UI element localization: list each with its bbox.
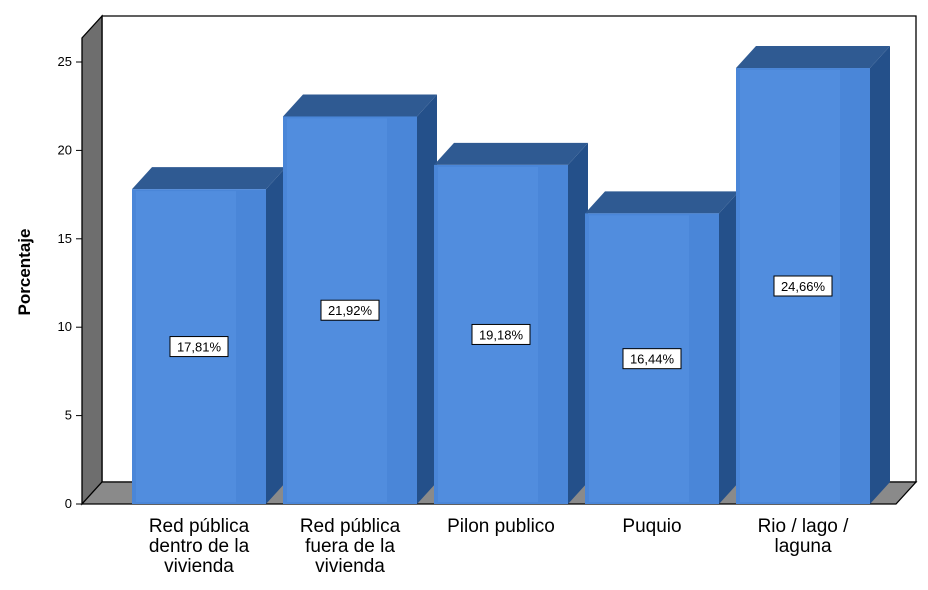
y-tick-label: 20 xyxy=(58,142,72,157)
bar-side xyxy=(870,46,890,504)
bar-top xyxy=(736,46,890,69)
bar-top xyxy=(585,191,739,214)
data-label: 21,92% xyxy=(328,303,373,318)
chart-side-wall xyxy=(81,14,103,506)
bar-top xyxy=(283,94,437,117)
data-label: 19,18% xyxy=(479,327,524,342)
x-tick-label: Pilon publico xyxy=(447,516,555,537)
data-label-box xyxy=(320,299,380,321)
x-tick-label: Puquio xyxy=(622,516,681,537)
data-label-box xyxy=(471,323,531,345)
data-label: 17,81% xyxy=(177,340,222,355)
y-tick-label: 5 xyxy=(65,408,72,423)
x-tick-label: Red pública fuera de la vivienda xyxy=(300,516,401,577)
bar-side xyxy=(417,94,437,504)
y-axis-title: Porcentaje xyxy=(15,229,34,316)
bar-side xyxy=(568,142,588,505)
data-label: 16,44% xyxy=(630,352,675,367)
x-tick-label: Red pública dentro de la vivienda xyxy=(149,516,250,577)
y-tick-label: 0 xyxy=(65,496,72,511)
bar-side xyxy=(719,191,739,504)
y-tick-label: 10 xyxy=(58,319,72,334)
y-tick-label: 25 xyxy=(58,54,72,69)
bar-side xyxy=(266,167,286,504)
bar-top xyxy=(434,142,588,165)
data-label-box xyxy=(622,348,682,370)
data-label-box xyxy=(169,336,229,358)
data-label-box xyxy=(773,275,833,297)
data-label: 24,66% xyxy=(781,279,826,294)
x-tick-label: Rio / lago / laguna xyxy=(758,516,850,557)
y-tick-label: 15 xyxy=(58,231,72,246)
bar-top xyxy=(132,167,286,190)
